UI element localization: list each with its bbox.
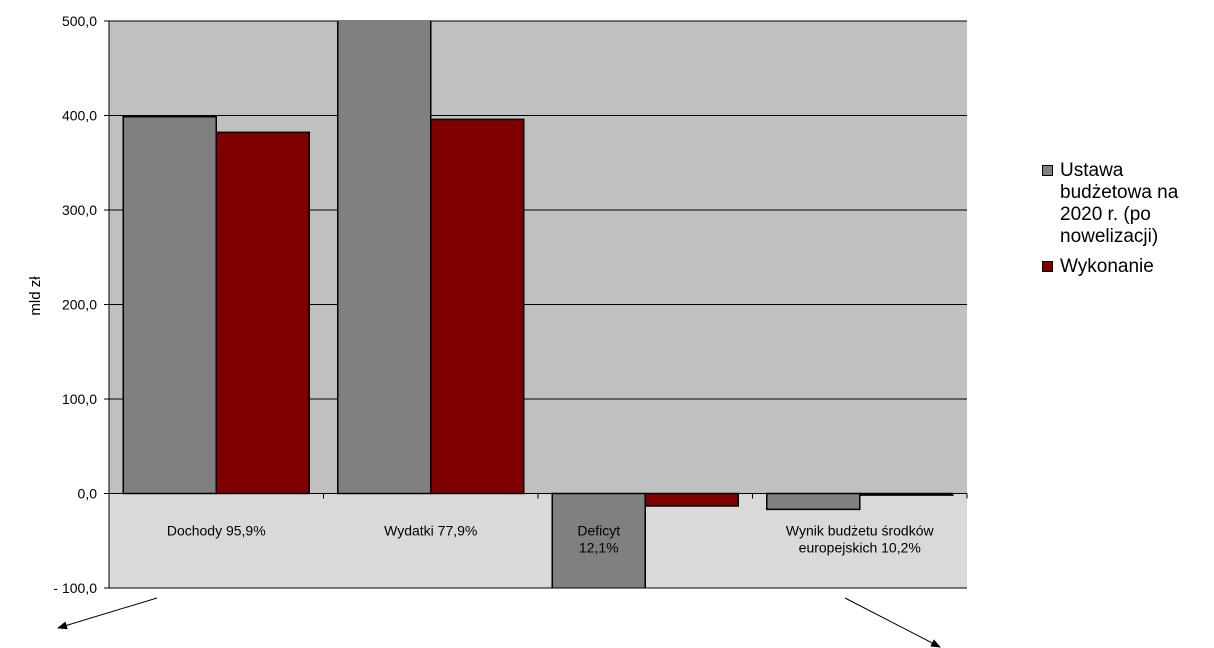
y-tick-labels: - 100,0 0,0 100,0 200,0 300,0 400,0 500,0 xyxy=(53,13,97,596)
y-tick-label-6: 500,0 xyxy=(62,13,97,29)
bar-s1-c2 xyxy=(644,492,739,507)
y-tick-label-0: - 100,0 xyxy=(53,580,97,596)
bar-s0-c1 xyxy=(337,21,432,495)
legend-label-ustawa: Ustawa budżetowa na 2020 r. (po noweliza… xyxy=(1060,160,1179,247)
y-tick-label-3: 200,0 xyxy=(62,297,97,313)
category-label-2: Deficyt 12,1% xyxy=(577,523,620,556)
bar-s1-c0 xyxy=(215,131,310,495)
legend-swatch-wykonanie xyxy=(1042,261,1053,272)
bar-s0-c3 xyxy=(766,492,861,511)
bar-s0-c2 xyxy=(551,492,646,588)
y-tick-label-5: 400,0 xyxy=(62,108,97,124)
legend-swatch-ustawa xyxy=(1042,165,1053,176)
legend: Ustawa budżetowa na 2020 r. (po noweliza… xyxy=(1042,160,1214,286)
category-label-3: Wynik budżetu środków europejskich 10,2% xyxy=(786,523,935,556)
legend-item-ustawa: Ustawa budżetowa na 2020 r. (po noweliza… xyxy=(1042,160,1214,248)
bar-group xyxy=(122,21,954,588)
category-label-0: Dochody 95,9% xyxy=(167,523,266,539)
bar-s0-c0 xyxy=(122,115,217,495)
axes xyxy=(104,20,968,589)
bar-s1-c1 xyxy=(430,118,525,495)
category-label-1: Wydatki 77,9% xyxy=(384,523,477,539)
y-tick-label-4: 300,0 xyxy=(62,202,97,218)
left-arrow xyxy=(57,597,158,630)
legend-item-wykonanie: Wykonanie xyxy=(1042,256,1214,278)
legend-label-wykonanie: Wykonanie xyxy=(1060,256,1154,277)
y-tick-label-1: 0,0 xyxy=(78,486,98,502)
y-tick-label-2: 100,0 xyxy=(62,391,97,407)
y-axis-label: mld zł xyxy=(27,276,44,316)
category-labels: Dochody 95,9% Wydatki 77,9% Deficyt 12,1% Wy… xyxy=(167,523,935,556)
right-arrow xyxy=(844,597,941,648)
